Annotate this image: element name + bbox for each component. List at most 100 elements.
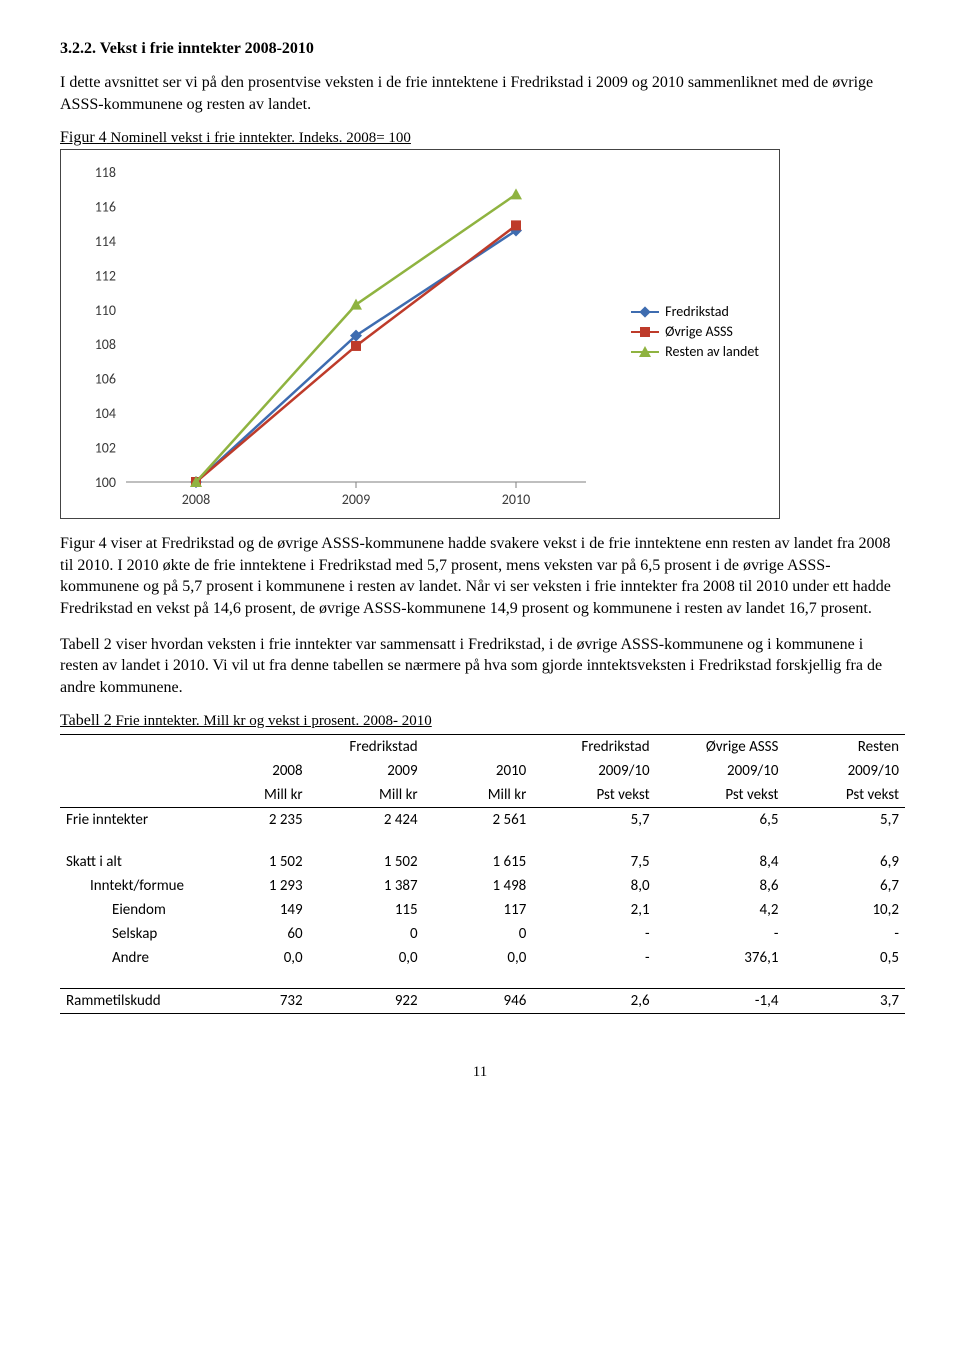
cell: 732 bbox=[208, 988, 308, 1013]
row-label bbox=[60, 759, 208, 783]
section-heading: 3.2.2. Vekst i frie inntekter 2008-2010 bbox=[60, 40, 900, 58]
cell: 2009/10 bbox=[532, 759, 655, 783]
cell: 7,5 bbox=[532, 850, 655, 874]
svg-text:108: 108 bbox=[95, 336, 116, 353]
row-label: Selskap bbox=[60, 922, 208, 946]
svg-text:114: 114 bbox=[95, 233, 116, 250]
cell bbox=[309, 832, 424, 850]
row-label: Frie inntekter bbox=[60, 808, 208, 833]
cell: Pst vekst bbox=[656, 783, 785, 808]
cell: 6,9 bbox=[784, 850, 905, 874]
cell bbox=[208, 832, 308, 850]
svg-text:118: 118 bbox=[95, 164, 116, 181]
row-label: Inntekt/formue bbox=[60, 874, 208, 898]
legend-item: Resten av landet bbox=[631, 343, 759, 360]
cell: 1 387 bbox=[309, 874, 424, 898]
svg-text:104: 104 bbox=[95, 405, 116, 422]
figure-caption-rest: Nominell vekst i frie inntekter. Indeks.… bbox=[107, 130, 411, 146]
svg-text:2009: 2009 bbox=[342, 491, 370, 508]
cell: 1 498 bbox=[424, 874, 533, 898]
cell: - bbox=[784, 922, 905, 946]
cell: 6,5 bbox=[656, 808, 785, 833]
svg-text:2008: 2008 bbox=[182, 491, 210, 508]
cell: 3,7 bbox=[784, 988, 905, 1013]
cell: 4,2 bbox=[656, 898, 785, 922]
cell: -1,4 bbox=[656, 988, 785, 1013]
cell bbox=[424, 970, 533, 988]
cell: 0,0 bbox=[424, 946, 533, 970]
cell: 2 235 bbox=[208, 808, 308, 833]
cell bbox=[656, 832, 785, 850]
cell: Pst vekst bbox=[784, 783, 905, 808]
cell: 10,2 bbox=[784, 898, 905, 922]
row-label bbox=[60, 832, 208, 850]
cell bbox=[784, 832, 905, 850]
cell: 2 561 bbox=[424, 808, 533, 833]
cell: 8,6 bbox=[656, 874, 785, 898]
chart-svg: 1001021041061081101121141161182008200920… bbox=[71, 162, 611, 512]
cell: Pst vekst bbox=[532, 783, 655, 808]
cell: 922 bbox=[309, 988, 424, 1013]
svg-text:2010: 2010 bbox=[502, 491, 530, 508]
cell: 2009/10 bbox=[656, 759, 785, 783]
row-label: Eiendom bbox=[60, 898, 208, 922]
cell: 1 293 bbox=[208, 874, 308, 898]
cell: - bbox=[532, 922, 655, 946]
paragraph-2: Figur 4 viser at Fredrikstad og de øvrig… bbox=[60, 533, 900, 619]
data-table: FredrikstadFredrikstadØvrige ASSSResten2… bbox=[60, 734, 905, 1014]
cell: 0 bbox=[424, 922, 533, 946]
intro-paragraph: I dette avsnittet ser vi på den prosentv… bbox=[60, 72, 900, 115]
cell: Øvrige ASSS bbox=[656, 735, 785, 760]
cell: 0,0 bbox=[208, 946, 308, 970]
cell: 376,1 bbox=[656, 946, 785, 970]
cell bbox=[208, 735, 308, 760]
svg-text:112: 112 bbox=[95, 268, 116, 285]
cell: 2009/10 bbox=[784, 759, 905, 783]
row-label bbox=[60, 783, 208, 808]
cell bbox=[424, 735, 533, 760]
cell: 5,7 bbox=[784, 808, 905, 833]
chart-legend: Fredrikstad Øvrige ASSS Resten av landet bbox=[631, 300, 759, 363]
svg-text:110: 110 bbox=[95, 302, 116, 319]
cell: 2,1 bbox=[532, 898, 655, 922]
cell: 946 bbox=[424, 988, 533, 1013]
cell bbox=[532, 832, 655, 850]
figure-caption-prefix: Figur 4 bbox=[60, 129, 107, 146]
cell: 1 502 bbox=[309, 850, 424, 874]
legend-item: Fredrikstad bbox=[631, 303, 759, 320]
cell: 2010 bbox=[424, 759, 533, 783]
paragraph-3: Tabell 2 viser hvordan veksten i frie in… bbox=[60, 634, 900, 699]
cell: - bbox=[656, 922, 785, 946]
cell: Fredrikstad bbox=[532, 735, 655, 760]
svg-text:106: 106 bbox=[95, 371, 116, 388]
cell: 60 bbox=[208, 922, 308, 946]
legend-item: Øvrige ASSS bbox=[631, 323, 759, 340]
row-label: Skatt i alt bbox=[60, 850, 208, 874]
row-label bbox=[60, 735, 208, 760]
cell: Resten bbox=[784, 735, 905, 760]
row-label bbox=[60, 970, 208, 988]
cell: - bbox=[532, 946, 655, 970]
table-caption: Tabell 2 Frie inntekter. Mill kr og veks… bbox=[60, 712, 900, 730]
cell: Mill kr bbox=[424, 783, 533, 808]
cell: 0,5 bbox=[784, 946, 905, 970]
cell: 0 bbox=[309, 922, 424, 946]
cell bbox=[208, 970, 308, 988]
data-table-wrap: FredrikstadFredrikstadØvrige ASSSResten2… bbox=[60, 734, 900, 1014]
cell: 117 bbox=[424, 898, 533, 922]
line-chart: 1001021041061081101121141161182008200920… bbox=[60, 149, 780, 519]
row-label: Andre bbox=[60, 946, 208, 970]
cell bbox=[424, 832, 533, 850]
cell: 8,0 bbox=[532, 874, 655, 898]
cell: 6,7 bbox=[784, 874, 905, 898]
cell: 2 424 bbox=[309, 808, 424, 833]
cell: 115 bbox=[309, 898, 424, 922]
cell: 8,4 bbox=[656, 850, 785, 874]
table-caption-prefix: Tabell 2 bbox=[60, 712, 112, 729]
cell: 1 615 bbox=[424, 850, 533, 874]
cell: 2,6 bbox=[532, 988, 655, 1013]
cell: 2008 bbox=[208, 759, 308, 783]
cell bbox=[532, 970, 655, 988]
cell: 1 502 bbox=[208, 850, 308, 874]
cell: Fredrikstad bbox=[309, 735, 424, 760]
